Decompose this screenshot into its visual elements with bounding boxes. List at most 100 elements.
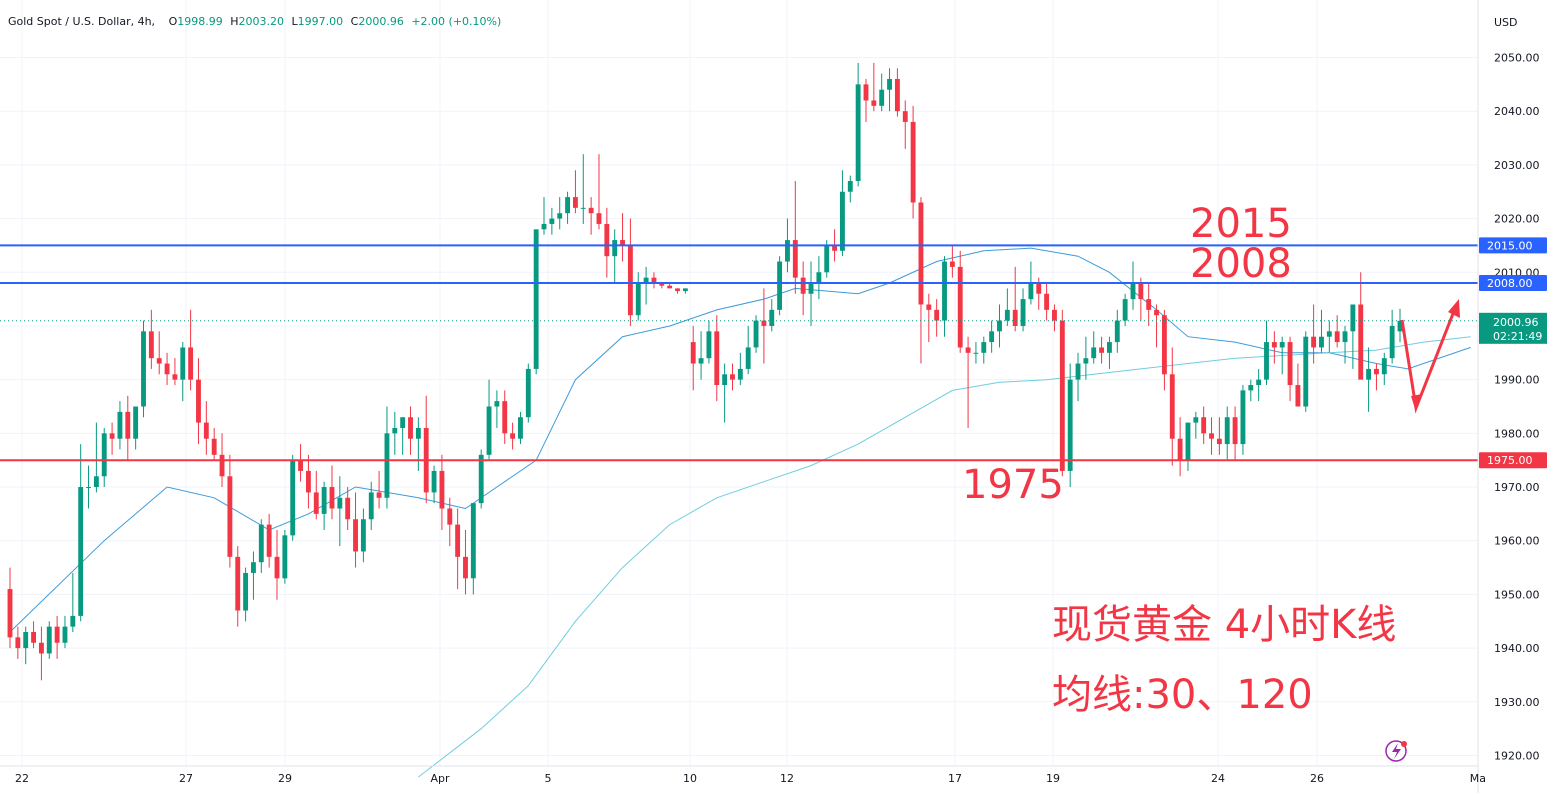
candle-body bbox=[1201, 417, 1207, 434]
candle-body bbox=[494, 401, 500, 407]
candle bbox=[612, 229, 618, 284]
tag-2015-text: 2015.00 bbox=[1487, 239, 1533, 252]
time-tick-label: 17 bbox=[948, 772, 962, 785]
candle-body bbox=[510, 433, 516, 439]
candle bbox=[1044, 283, 1050, 321]
candle bbox=[926, 293, 932, 343]
candle-body bbox=[580, 207, 586, 209]
candle bbox=[1303, 331, 1309, 412]
candle-body bbox=[23, 632, 29, 649]
candle bbox=[337, 476, 343, 547]
candle bbox=[62, 615, 68, 649]
candle-body bbox=[518, 417, 523, 439]
candle-body bbox=[1232, 417, 1238, 445]
candle-body bbox=[180, 347, 186, 380]
candle-body bbox=[203, 422, 209, 439]
candle-body bbox=[643, 277, 649, 284]
candle bbox=[1107, 336, 1112, 369]
candle-body bbox=[973, 352, 979, 354]
candle bbox=[1059, 309, 1065, 477]
candle-body bbox=[855, 84, 861, 181]
time-tick-label: 5 bbox=[545, 772, 552, 785]
candle bbox=[580, 154, 586, 224]
candle bbox=[942, 256, 947, 337]
candle-body bbox=[761, 320, 767, 326]
candle bbox=[38, 626, 44, 681]
candle bbox=[1334, 315, 1340, 348]
time-tick-label: 19 bbox=[1046, 772, 1060, 785]
candle bbox=[1169, 347, 1175, 466]
price-ticks: 2050.002040.002030.002020.002010.002000.… bbox=[1494, 52, 1540, 763]
candle bbox=[54, 615, 60, 659]
candles bbox=[7, 62, 1403, 681]
candle-body bbox=[847, 180, 853, 192]
candle bbox=[1138, 277, 1144, 321]
currency-label: USD bbox=[1494, 16, 1518, 29]
candle-body bbox=[1177, 438, 1183, 461]
candle-body bbox=[266, 524, 272, 557]
candle-body bbox=[1044, 293, 1050, 310]
candle bbox=[141, 320, 146, 418]
candle bbox=[1154, 304, 1159, 348]
candle bbox=[1240, 385, 1246, 455]
lightning-icon bbox=[1385, 740, 1407, 762]
tag-1975 bbox=[1479, 452, 1547, 469]
label-2008: 2008 bbox=[1190, 241, 1292, 287]
candle bbox=[400, 417, 406, 455]
candle bbox=[321, 481, 327, 530]
candle-body bbox=[1122, 299, 1128, 321]
candle bbox=[502, 390, 508, 445]
candle-body bbox=[1146, 299, 1152, 310]
candle bbox=[360, 508, 366, 563]
candle bbox=[46, 621, 52, 659]
candle bbox=[997, 304, 1002, 348]
candle-body bbox=[376, 492, 382, 498]
candle-body bbox=[706, 331, 712, 359]
time-tick-label: Ma bbox=[1470, 772, 1486, 785]
price-tick-label: 1940.00 bbox=[1494, 642, 1540, 655]
candle bbox=[965, 336, 971, 428]
price-tick-label: 2030.00 bbox=[1494, 159, 1540, 172]
candle bbox=[1381, 352, 1387, 386]
candle-body bbox=[910, 121, 916, 203]
candle-body bbox=[839, 191, 845, 251]
candle-body bbox=[659, 283, 665, 286]
candle bbox=[902, 100, 908, 149]
candle-body bbox=[305, 470, 311, 493]
candle bbox=[258, 519, 264, 573]
candle-body bbox=[816, 272, 822, 284]
candle-body bbox=[1271, 342, 1277, 348]
candle bbox=[408, 406, 413, 455]
candle bbox=[737, 352, 743, 386]
candle-body bbox=[1319, 336, 1324, 348]
candle-body bbox=[769, 309, 775, 326]
candle bbox=[1256, 368, 1262, 402]
chart-legend: Gold Spot / U.S. Dollar, 4h, O1998.99 H2… bbox=[8, 15, 505, 28]
candle-body bbox=[235, 556, 241, 611]
candle-body bbox=[832, 245, 838, 251]
candle-body bbox=[957, 266, 963, 348]
candle-body bbox=[156, 358, 162, 364]
candle bbox=[455, 508, 461, 590]
candle-body bbox=[949, 261, 955, 267]
candle bbox=[1012, 266, 1018, 332]
time-axis: 22 27 29 Apr 5 10 12 17 19 24 26 Ma bbox=[0, 765, 1486, 785]
low-label: L bbox=[291, 15, 298, 28]
candle-body bbox=[1224, 417, 1230, 445]
candle bbox=[282, 529, 288, 584]
candle-body bbox=[360, 519, 366, 552]
candle-body bbox=[1138, 283, 1144, 300]
candle bbox=[470, 503, 476, 595]
candle bbox=[1232, 406, 1238, 461]
candle bbox=[973, 342, 979, 364]
time-tick-label: 24 bbox=[1211, 772, 1225, 785]
candle-body bbox=[353, 519, 358, 552]
candle bbox=[682, 288, 688, 294]
candle-body bbox=[596, 213, 602, 224]
candle bbox=[1342, 325, 1348, 364]
price-tick-label: 2040.00 bbox=[1494, 105, 1540, 118]
candle bbox=[180, 342, 186, 402]
candle bbox=[203, 401, 209, 455]
